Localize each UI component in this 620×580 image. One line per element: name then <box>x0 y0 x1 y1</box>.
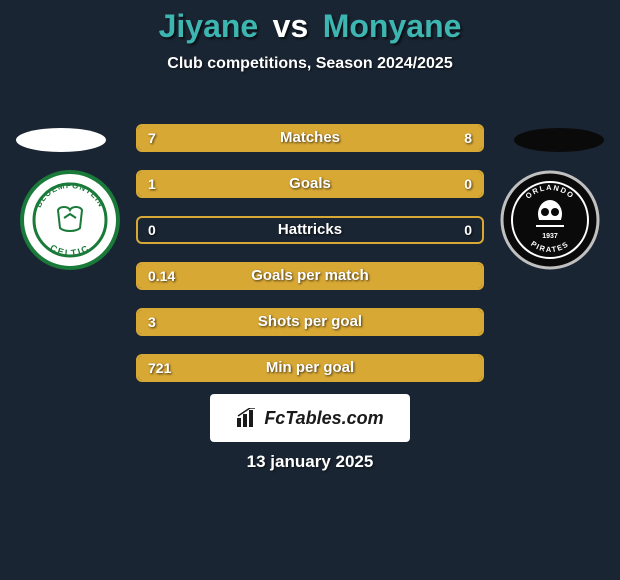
branding-box: FcTables.com <box>210 394 410 442</box>
stat-label: Matches <box>138 126 482 150</box>
stat-label: Hattricks <box>138 218 482 242</box>
subtitle: Club competitions, Season 2024/2025 <box>0 55 620 73</box>
team-color-swatch-right <box>514 128 604 152</box>
date-line: 13 january 2025 <box>0 452 620 472</box>
title-row: Jiyane vs Monyane <box>0 0 620 45</box>
stat-row: 10Goals <box>136 170 484 198</box>
stat-row: 0.14Goals per match <box>136 262 484 290</box>
stat-row: 78Matches <box>136 124 484 152</box>
title-player2: Monyane <box>323 8 462 45</box>
branding-icon <box>236 408 260 428</box>
stat-label: Goals per match <box>138 264 482 288</box>
club-badge-left: BLOEMFONTEIN CELTIC <box>20 170 120 270</box>
branding-text: FcTables.com <box>264 408 383 429</box>
stats-container: 78Matches 10Goals 00Hattricks 0.14Goals per… <box>136 124 484 400</box>
stat-label: Shots per goal <box>138 310 482 334</box>
team-color-swatch-left <box>16 128 106 152</box>
stat-row: 3Shots per goal <box>136 308 484 336</box>
title-player1: Jiyane <box>159 8 259 45</box>
club-badge-right: ORLANDO PIRATES 1937 <box>500 170 600 270</box>
stat-label: Min per goal <box>138 356 482 380</box>
stat-label: Goals <box>138 172 482 196</box>
stat-row: 721Min per goal <box>136 354 484 382</box>
badge-right-year: 1937 <box>542 233 558 240</box>
stat-row: 00Hattricks <box>136 216 484 244</box>
title-vs: vs <box>273 8 309 45</box>
